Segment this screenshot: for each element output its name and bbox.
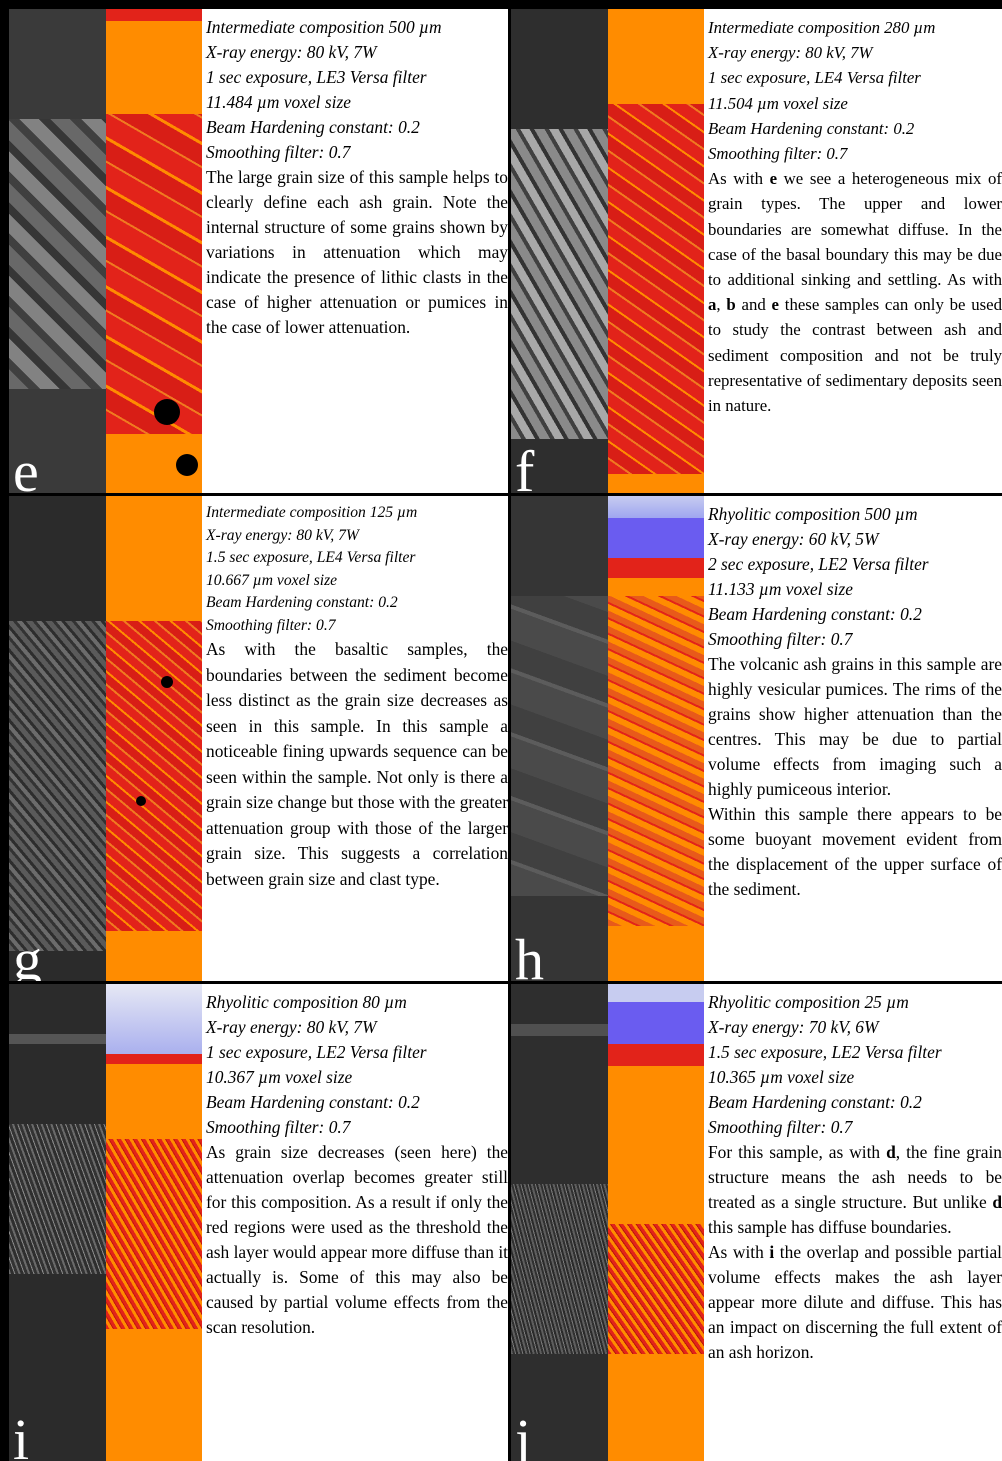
beam-hardening-line: Beam Hardening constant: 0.2 <box>206 594 398 611</box>
ct-scan-image <box>9 496 106 981</box>
segmented-image <box>106 496 202 981</box>
beam-hardening-line: Beam Hardening constant: 0.2 <box>708 604 922 624</box>
exposure-line: 1 sec exposure, LE4 Versa filter <box>708 68 921 88</box>
voxel-size-line: 10.365 µm voxel size <box>708 1067 855 1087</box>
segmented-image <box>106 9 202 493</box>
panel-letter: e <box>13 439 39 494</box>
smoothing-filter-line: Smoothing filter: 0.7 <box>206 1117 351 1137</box>
beam-hardening-line: Beam Hardening constant: 0.2 <box>708 118 915 138</box>
ct-scan-image <box>511 496 608 981</box>
description-text: As grain size decreases (seen here) the … <box>206 1142 508 1337</box>
panel-g: g Intermediate composition 125 µm X-ray … <box>9 496 508 981</box>
description-text: The large grain size of this sample help… <box>206 167 508 337</box>
ct-scan-image <box>9 9 106 493</box>
exposure-line: 1 sec exposure, LE2 Versa filter <box>206 1042 427 1062</box>
xray-energy-line: X-ray energy: 60 kV, 5W <box>708 529 879 549</box>
panel-i: i Rhyolitic composition 80 µm X-ray ener… <box>9 984 508 1461</box>
panel-letter: i <box>13 1407 30 1461</box>
ct-scan-image <box>9 984 106 1461</box>
description-text: For this sample, as with d, the fine gra… <box>708 1142 1002 1237</box>
smoothing-filter-line: Smoothing filter: 0.7 <box>206 616 336 634</box>
smoothing-filter-line: Smoothing filter: 0.7 <box>708 1117 853 1137</box>
xray-energy-line: X-ray energy: 70 kV, 6W <box>708 1017 879 1037</box>
ct-scan-image <box>511 984 608 1461</box>
segmented-image <box>608 9 704 493</box>
panel-h: h Rhyolitic composition 500 µm X-ray ene… <box>511 496 1002 981</box>
voxel-size-line: 11.504 µm voxel size <box>708 93 848 113</box>
exposure-line: 1.5 sec exposure, LE2 Versa filter <box>708 1042 942 1062</box>
panel-letter: f <box>515 439 535 494</box>
xray-energy-line: X-ray energy: 80 kV, 7W <box>708 43 873 63</box>
description-text-2: As with i the overlap and possible parti… <box>708 1242 1002 1362</box>
composition-line: Intermediate composition 280 µm <box>708 18 936 37</box>
exposure-line: 1.5 sec exposure, LE4 Versa filter <box>206 549 416 566</box>
segmented-image <box>608 496 704 981</box>
panel-caption: Rhyolitic composition 500 µm X-ray energ… <box>708 502 1002 902</box>
panel-f: f Intermediate composition 280 µm X-ray … <box>511 9 1002 493</box>
panel-caption: Rhyolitic composition 80 µm X-ray energy… <box>206 990 508 1340</box>
smoothing-filter-line: Smoothing filter: 0.7 <box>708 629 853 649</box>
panel-j: j Rhyolitic composition 25 µm X-ray ener… <box>511 984 1002 1461</box>
xray-energy-line: X-ray energy: 80 kV, 7W <box>206 526 359 544</box>
panel-letter: h <box>515 927 544 982</box>
xray-energy-line: X-ray energy: 80 kV, 7W <box>206 1017 377 1037</box>
voxel-size-line: 10.367 µm voxel size <box>206 1067 353 1087</box>
beam-hardening-line: Beam Hardening constant: 0.2 <box>206 1092 420 1112</box>
xray-energy-line: X-ray energy: 80 kV, 7W <box>206 42 377 62</box>
panel-caption: Intermediate composition 125 µm X-ray en… <box>206 502 508 892</box>
panel-letter: j <box>515 1407 532 1461</box>
composition-line: Intermediate composition 125 µm <box>206 504 418 521</box>
voxel-size-line: 11.484 µm voxel size <box>206 92 351 112</box>
exposure-line: 2 sec exposure, LE2 Versa filter <box>708 554 929 574</box>
voxel-size-line: 11.133 µm voxel size <box>708 579 853 599</box>
composition-line: Rhyolitic composition 500 µm <box>708 504 918 524</box>
description-text-2: Within this sample there appears to be s… <box>708 804 1002 899</box>
composition-line: Rhyolitic composition 25 µm <box>708 992 909 1012</box>
beam-hardening-line: Beam Hardening constant: 0.2 <box>206 117 420 137</box>
ct-scan-image <box>511 9 608 493</box>
smoothing-filter-line: Smoothing filter: 0.7 <box>708 144 848 164</box>
description-text: As with the basaltic samples, the bounda… <box>206 639 508 889</box>
panel-caption: Intermediate composition 280 µm X-ray en… <box>708 15 1002 418</box>
panel-caption: Intermediate composition 500 µm X-ray en… <box>206 15 508 340</box>
panel-caption: Rhyolitic composition 25 µm X-ray energy… <box>708 990 1002 1365</box>
panel-e: e Intermediate composition 500 µm X-ray … <box>9 9 508 493</box>
beam-hardening-line: Beam Hardening constant: 0.2 <box>708 1092 922 1112</box>
segmented-image <box>106 984 202 1461</box>
description-text: As with e we see a heterogeneous mix of … <box>708 169 1002 416</box>
smoothing-filter-line: Smoothing filter: 0.7 <box>206 142 351 162</box>
exposure-line: 1 sec exposure, LE3 Versa filter <box>206 67 427 87</box>
composition-line: Intermediate composition 500 µm <box>206 17 442 37</box>
segmented-image <box>608 984 704 1461</box>
voxel-size-line: 10.667 µm voxel size <box>206 571 338 589</box>
description-text: The volcanic ash grains in this sample a… <box>708 654 1002 799</box>
panel-letter: g <box>13 927 42 982</box>
composition-line: Rhyolitic composition 80 µm <box>206 992 407 1012</box>
